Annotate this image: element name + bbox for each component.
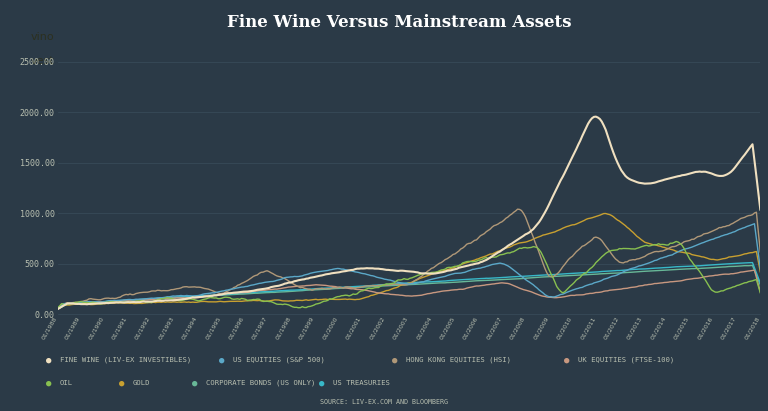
Text: UK EQUITIES (FTSE-100): UK EQUITIES (FTSE-100) [578,356,674,363]
Text: HONG KONG EQUITIES (HSI): HONG KONG EQUITIES (HSI) [406,356,511,363]
Text: ●: ● [319,379,324,388]
Text: ●: ● [219,355,224,364]
Text: ●: ● [564,355,570,364]
Text: FINE WINE (LIV-EX INVESTIBLES): FINE WINE (LIV-EX INVESTIBLES) [60,356,191,363]
Text: ●: ● [46,355,51,364]
Text: vino: vino [31,32,55,42]
Text: ●: ● [46,379,51,388]
Text: US TREASURIES: US TREASURIES [333,380,389,386]
Text: SOURCE: LIV-EX.COM AND BLOOMBERG: SOURCE: LIV-EX.COM AND BLOOMBERG [320,399,448,405]
Text: CORPORATE BONDS (US ONLY): CORPORATE BONDS (US ONLY) [206,380,315,386]
Text: ●: ● [119,379,124,388]
Text: US EQUITIES (S&P 500): US EQUITIES (S&P 500) [233,356,325,363]
Text: Fine Wine Versus Mainstream Assets: Fine Wine Versus Mainstream Assets [227,14,571,31]
Text: OIL: OIL [60,380,73,386]
Text: ●: ● [192,379,197,388]
Text: ●: ● [392,355,397,364]
Text: GOLD: GOLD [133,380,151,386]
Text: vest: vest [31,56,55,66]
